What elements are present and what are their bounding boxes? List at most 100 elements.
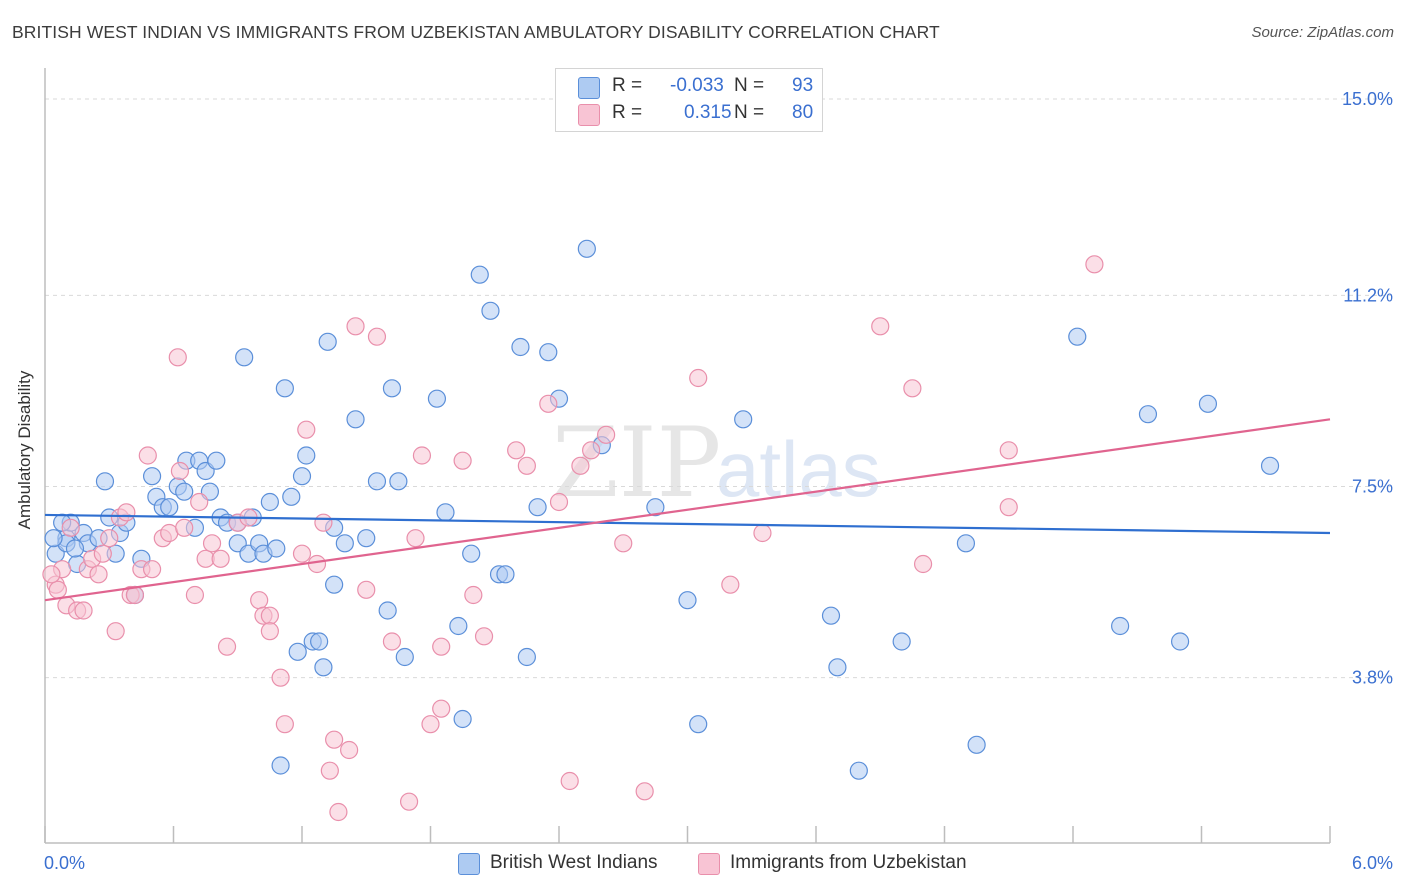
- n-value: 93: [792, 75, 814, 96]
- point-british-west-indian: [470, 265, 489, 284]
- point-british-west-indian: [427, 389, 447, 408]
- point-british-west-indian: [378, 601, 397, 620]
- point-immigrant-uzbekistan: [432, 699, 451, 718]
- point-british-west-indian: [346, 410, 365, 429]
- point-british-west-indian: [275, 379, 294, 398]
- watermark-atlas: atlas: [716, 425, 881, 513]
- point-british-west-indian: [1198, 394, 1218, 413]
- point-immigrant-uzbekistan: [74, 601, 93, 620]
- point-british-west-indian: [481, 301, 500, 320]
- point-immigrant-uzbekistan: [614, 534, 633, 553]
- point-immigrant-uzbekistan: [382, 632, 402, 651]
- point-british-west-indian: [734, 410, 753, 429]
- point-immigrant-uzbekistan: [314, 513, 333, 532]
- point-immigrant-uzbekistan: [185, 585, 205, 605]
- point-british-west-indian: [892, 632, 911, 651]
- point-british-west-indian: [282, 487, 301, 506]
- legend-label: Immigrants from Uzbekistan: [730, 852, 967, 873]
- point-immigrant-uzbekistan: [217, 637, 237, 656]
- point-british-west-indian: [1111, 616, 1130, 636]
- blue-swatch: [578, 77, 600, 99]
- point-immigrant-uzbekistan: [464, 585, 483, 605]
- point-immigrant-uzbekistan: [367, 327, 387, 346]
- r-label: R =: [612, 102, 643, 123]
- point-immigrant-uzbekistan: [211, 549, 230, 568]
- point-immigrant-uzbekistan: [48, 580, 67, 599]
- watermark: ZIP atlas: [552, 407, 881, 519]
- point-british-west-indian: [160, 498, 179, 517]
- point-british-west-indian: [528, 498, 547, 517]
- trend-line-immigrants-from-uzbekistan: [44, 418, 1331, 602]
- point-immigrant-uzbekistan: [175, 518, 194, 537]
- point-british-west-indian: [1260, 456, 1280, 475]
- point-immigrant-uzbekistan: [42, 565, 61, 584]
- point-immigrant-uzbekistan: [507, 441, 526, 460]
- point-british-west-indian: [310, 632, 329, 651]
- point-immigrant-uzbekistan: [1085, 255, 1104, 274]
- pink-swatch: [698, 853, 720, 875]
- point-immigrant-uzbekistan: [406, 529, 425, 548]
- point-immigrant-uzbekistan: [871, 317, 890, 336]
- point-immigrant-uzbekistan: [453, 451, 472, 470]
- point-immigrant-uzbekistan: [292, 544, 312, 563]
- point-immigrant-uzbekistan: [346, 317, 365, 336]
- point-immigrant-uzbekistan: [202, 534, 222, 553]
- y-axis-label: Ambulatory Disability: [15, 370, 34, 530]
- point-british-west-indian: [828, 658, 847, 677]
- n-value: 80: [792, 102, 814, 123]
- point-immigrant-uzbekistan: [250, 591, 269, 610]
- point-british-west-indian: [288, 642, 307, 661]
- point-immigrant-uzbekistan: [539, 394, 558, 413]
- point-immigrant-uzbekistan: [753, 523, 772, 543]
- point-immigrant-uzbekistan: [89, 565, 108, 584]
- point-immigrant-uzbekistan: [721, 575, 740, 594]
- point-immigrant-uzbekistan: [999, 441, 1018, 460]
- point-british-west-indian: [1170, 632, 1190, 651]
- n-label: N =: [734, 75, 765, 96]
- point-british-west-indian: [462, 544, 481, 563]
- point-immigrant-uzbekistan: [100, 529, 119, 548]
- point-british-west-indian: [517, 647, 536, 667]
- point-british-west-indian: [1068, 327, 1087, 346]
- point-immigrant-uzbekistan: [432, 637, 451, 656]
- point-british-west-indian: [389, 472, 408, 491]
- point-british-west-indian: [367, 472, 387, 491]
- point-british-west-indian: [539, 343, 558, 362]
- y-axis-label-wrap: Ambulatory Disability: [10, 300, 40, 600]
- y-tick-label: 3.8%: [1352, 668, 1393, 688]
- point-immigrant-uzbekistan: [582, 441, 601, 460]
- axes: [44, 68, 1331, 844]
- source-label: Source: ZipAtlas.com: [1251, 24, 1394, 41]
- point-immigrant-uzbekistan: [999, 498, 1018, 517]
- chart-title: BRITISH WEST INDIAN VS IMMIGRANTS FROM U…: [12, 22, 940, 42]
- point-immigrant-uzbekistan: [689, 368, 708, 388]
- point-immigrant-uzbekistan: [412, 446, 432, 465]
- point-british-west-indian: [821, 606, 841, 625]
- series-british-west-indians: [44, 239, 1280, 780]
- point-immigrant-uzbekistan: [61, 518, 80, 537]
- point-british-west-indian: [142, 467, 162, 486]
- point-british-west-indian: [849, 761, 868, 780]
- point-immigrant-uzbekistan: [421, 715, 440, 734]
- point-british-west-indian: [65, 539, 85, 558]
- point-immigrant-uzbekistan: [913, 554, 933, 574]
- point-british-west-indian: [95, 472, 115, 491]
- point-british-west-indian: [453, 709, 472, 729]
- point-immigrant-uzbekistan: [357, 580, 376, 599]
- point-immigrant-uzbekistan: [560, 771, 579, 791]
- r-value: -0.033: [670, 75, 724, 96]
- y-tick-label: 15.0%: [1342, 89, 1393, 109]
- point-british-west-indian: [44, 529, 63, 548]
- point-immigrant-uzbekistan: [297, 420, 316, 439]
- point-immigrant-uzbekistan: [260, 606, 279, 625]
- point-british-west-indian: [318, 332, 337, 351]
- point-immigrant-uzbekistan: [275, 715, 294, 734]
- point-immigrant-uzbekistan: [597, 425, 616, 444]
- point-immigrant-uzbekistan: [329, 802, 348, 822]
- point-immigrant-uzbekistan: [549, 492, 569, 512]
- n-label: N =: [734, 102, 765, 123]
- y-tick-label: 7.5%: [1352, 477, 1393, 497]
- point-british-west-indian: [271, 756, 290, 775]
- point-british-west-indian: [689, 715, 708, 734]
